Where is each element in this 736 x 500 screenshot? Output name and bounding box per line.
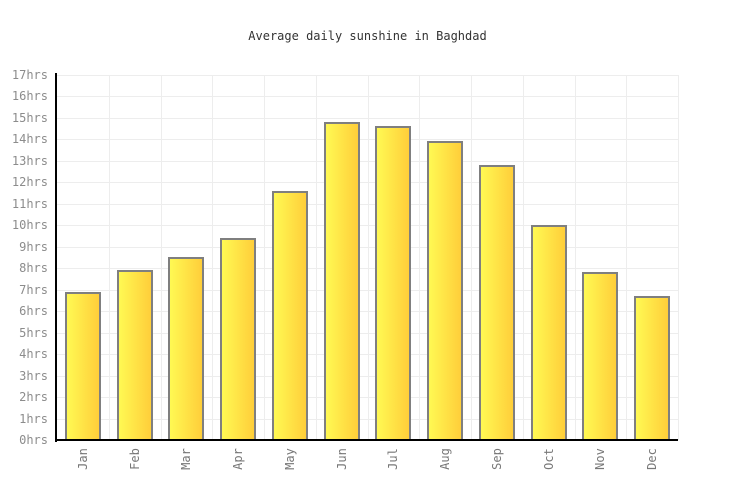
bar-feb [116,270,153,440]
x-axis-tick-label: Dec [645,448,660,470]
x-axis-tick-label: Jun [334,448,349,470]
y-axis-tick-label: 0hrs [19,433,48,447]
y-axis-tick-label: 4hrs [19,347,48,361]
y-axis-tick-label: 12hrs [11,175,48,189]
x-axis-tick-label: Mar [179,448,194,470]
x-axis-tick-label: Apr [231,448,246,470]
y-axis-tick-label: 6hrs [19,304,48,318]
bar-oct [530,225,567,440]
bar-nov [582,272,619,440]
bar-sep [478,164,515,440]
bar-apr [220,237,257,440]
y-axis-tick-label: 11hrs [11,196,48,211]
y-axis-tick-label: 10hrs [11,218,48,232]
v-gridline [315,74,317,440]
x-axis-tick-label: Oct [541,448,556,470]
x-axis-tick-label: Feb [127,448,142,470]
v-gridline [160,74,162,440]
bar-jul [375,126,412,440]
x-axis-tick-label: Sep [489,448,504,470]
v-gridline [367,74,369,440]
bar-dec [634,295,671,440]
v-gridline [574,74,576,440]
y-axis-tick-label: 14hrs [11,132,48,146]
y-axis-tick-label: 8hrs [19,261,48,275]
y-axis-tick-label: 7hrs [19,282,48,297]
v-gridline [678,74,679,440]
v-gridline [419,74,421,440]
y-axis-tick-label: 1hrs [19,411,48,426]
bar-jun [323,121,360,440]
y-axis-tick-label: 2hrs [19,390,48,404]
y-axis-tick-label: 16hrs [11,89,48,103]
bar-may [271,190,308,440]
x-axis-line [55,439,678,441]
y-axis-tick-label: 17hrs [11,67,48,82]
chart-title: Average daily sunshine in Baghdad [248,29,487,43]
y-axis-tick-label: 15hrs [11,110,48,125]
bar-jan [64,291,101,440]
bar-aug [427,141,464,440]
v-gridline [522,74,524,440]
y-axis-tick-label: 3hrs [19,368,48,383]
v-gridline [108,74,110,440]
bar-mar [168,257,205,440]
v-gridline [471,74,472,440]
x-axis-tick-label: Nov [593,448,608,470]
x-axis-tick-label: Jul [386,448,401,470]
v-gridline [212,74,214,440]
x-axis-tick-label: Jan [75,448,90,470]
v-gridline [264,74,265,440]
y-axis-line [55,72,57,442]
v-gridline [626,74,628,440]
y-axis-tick-label: 9hrs [19,239,48,254]
y-axis-tick-label: 5hrs [19,325,48,340]
x-axis-tick-label: May [282,448,297,470]
x-axis-tick-label: Aug [438,448,453,470]
y-axis-tick-label: 13hrs [11,153,48,168]
